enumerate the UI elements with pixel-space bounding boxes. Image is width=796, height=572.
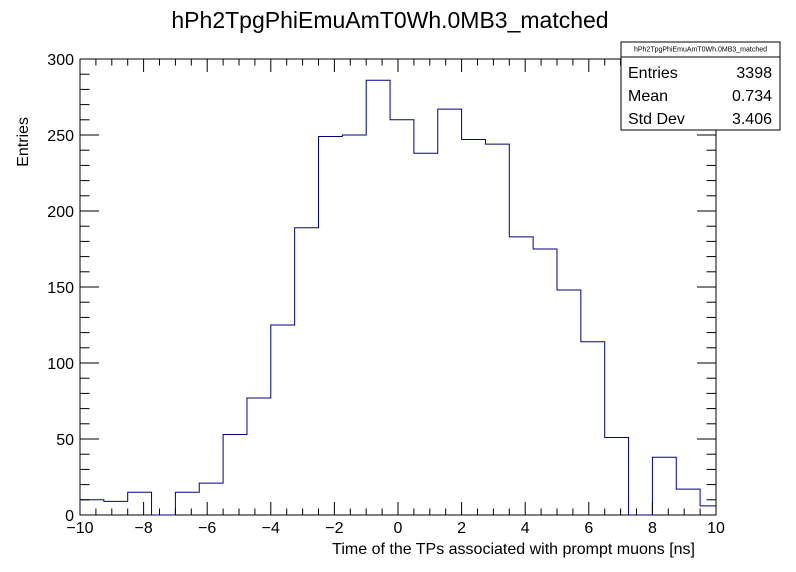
histogram-bin <box>581 342 605 515</box>
histogram-bin <box>462 140 486 515</box>
histogram-bins <box>80 80 716 515</box>
histogram-bin <box>485 144 509 515</box>
histogram-bin <box>80 500 104 515</box>
stats-stddev-value: 3.406 <box>732 111 772 128</box>
x-tick-label: 6 <box>584 520 593 537</box>
histogram-bin <box>414 153 438 515</box>
histogram-bin <box>342 135 366 515</box>
x-tick-label: 2 <box>457 520 466 537</box>
histogram-bin <box>247 398 271 515</box>
histogram-outline <box>79 79 717 516</box>
stats-histogram-name: hPh2TpgPhiEmuAmT0Wh.0MB3_matched <box>634 47 767 54</box>
y-tick-label: 200 <box>47 204 74 221</box>
plot-area: −10 −8 −6 −4 −2 0 2 4 6 8 10 0 50 100 150 200 250 300 <box>47 52 725 537</box>
histogram-bin <box>366 80 390 515</box>
x-tick-label: −2 <box>325 520 343 537</box>
histogram-bin <box>175 492 199 515</box>
histogram-bin <box>390 120 414 515</box>
chart-title: hPh2TpgPhiEmuAmT0Wh.0MB3_matched <box>171 7 608 33</box>
histogram-bin <box>533 249 557 515</box>
x-tick-label: −8 <box>134 520 152 537</box>
stats-entries-label: Entries <box>628 65 678 82</box>
histogram-bin <box>295 228 319 515</box>
y-axis-label: Entries <box>15 117 32 167</box>
y-tick-label: 150 <box>47 280 74 297</box>
y-axis-ticks: 0 50 100 150 200 250 300 <box>47 52 716 525</box>
histogram-bin <box>104 501 128 515</box>
histogram-bin <box>509 237 533 515</box>
x-tick-label: 4 <box>521 520 530 537</box>
y-tick-label: 300 <box>47 52 74 69</box>
y-tick-label: 100 <box>47 356 74 373</box>
histogram-bin <box>438 109 462 515</box>
x-axis-ticks: −10 −8 −6 −4 −2 0 2 4 6 8 10 <box>66 59 725 537</box>
stats-entries-value: 3398 <box>736 65 772 82</box>
stats-box: hPh2TpgPhiEmuAmT0Wh.0MB3_matched Entries… <box>620 41 781 131</box>
y-tick-label: 250 <box>47 128 74 145</box>
stats-mean-label: Mean <box>628 88 668 105</box>
histogram-bin <box>319 137 343 515</box>
y-tick-label: 0 <box>65 508 74 525</box>
x-axis-label: Time of the TPs associated with prompt m… <box>332 541 695 558</box>
x-tick-label: −6 <box>198 520 216 537</box>
stats-mean-value: 0.734 <box>732 88 772 105</box>
x-tick-label: 10 <box>707 520 725 537</box>
histogram-bin <box>199 483 223 515</box>
histogram-bin <box>700 506 716 515</box>
x-tick-label: 0 <box>394 520 403 537</box>
histogram-bin <box>223 434 247 515</box>
histogram-bin <box>676 489 700 515</box>
histogram-bin <box>128 492 152 515</box>
x-tick-label: 8 <box>648 520 657 537</box>
histogram-bin <box>557 290 581 515</box>
histogram-bin <box>652 457 676 515</box>
histogram-bin <box>271 325 295 515</box>
histogram-bin <box>605 437 629 515</box>
x-tick-label: −4 <box>262 520 280 537</box>
stats-stddev-label: Std Dev <box>628 111 685 128</box>
x-tick-label: −10 <box>66 520 93 537</box>
y-tick-label: 50 <box>56 432 74 449</box>
